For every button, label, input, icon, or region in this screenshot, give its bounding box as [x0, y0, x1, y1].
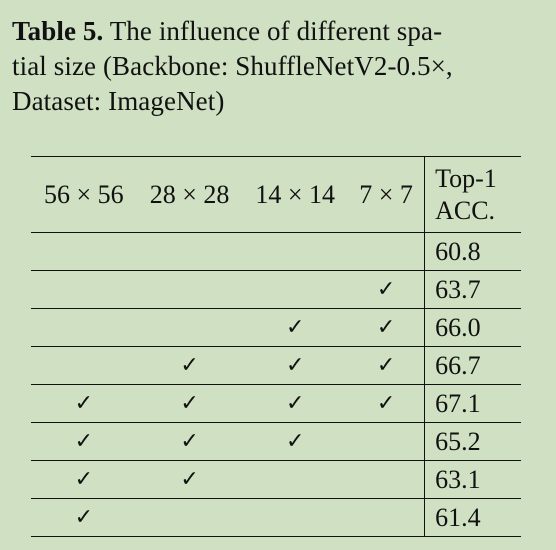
- cell-s56-check: [31, 233, 137, 271]
- cell-s14-check: ✓: [286, 353, 305, 378]
- cell-top1-acc: 60.8: [424, 232, 521, 271]
- header-7x7: 7 × 7: [359, 179, 413, 209]
- header-14x14: 14 × 14: [255, 179, 336, 209]
- table-body: 60.8 ✓ 63.7 ✓ ✓ 66.0 ✓ ✓ ✓ 66.7 ✓ ✓ ✓ ✓ 67.1 ✓ ✓ ✓ 65.2 ✓ ✓ 6…: [31, 232, 521, 537]
- cell-s7-check: ✓: [376, 353, 396, 378]
- cell-s28-check: ✓: [180, 391, 199, 416]
- table-row: ✓ 63.7: [31, 270, 521, 309]
- cell-top1-acc: 66.7: [424, 346, 521, 385]
- cell-top1-acc: 63.7: [424, 270, 521, 309]
- caption-label: Table 5.: [12, 16, 104, 46]
- header-56x56: 56 × 56: [44, 179, 124, 209]
- table-row: ✓ ✓ 66.0: [31, 308, 521, 347]
- cell-top1-acc: 66.0: [424, 308, 521, 347]
- table-row: 60.8: [31, 232, 521, 271]
- table-row: ✓ ✓ ✓ 66.7: [31, 346, 521, 385]
- cell-s56-check: ✓: [74, 429, 94, 454]
- cell-top1-acc: 67.1: [424, 384, 521, 423]
- cell-s28-check: [137, 499, 243, 537]
- cell-s28-check: ✓: [180, 353, 199, 378]
- cell-s7-check: [348, 461, 425, 499]
- cell-s7-check: ✓: [376, 315, 396, 340]
- cell-s56-check: ✓: [74, 467, 94, 492]
- cell-s7-check: [348, 423, 425, 461]
- table-row: ✓ ✓ ✓ ✓ 67.1: [31, 384, 521, 423]
- cell-s56-check: [31, 271, 137, 309]
- table-caption: Table 5. The influence of different spa-…: [12, 14, 548, 119]
- cell-top1-acc: 61.4: [424, 498, 521, 537]
- header-acc-line-1: Top-1: [435, 163, 497, 193]
- cell-s14-check: [242, 499, 348, 537]
- cell-s28-check: ✓: [180, 467, 199, 492]
- results-table: 56 × 56 28 × 28 14 × 14 7 × 7 Top-1 ACC.…: [31, 156, 521, 537]
- table-row: ✓ ✓ 63.1: [31, 460, 521, 499]
- caption-text-1: The influence of different spa-: [103, 16, 443, 46]
- table-row: ✓ ✓ ✓ 65.2: [31, 422, 521, 461]
- cell-top1-acc: 65.2: [424, 422, 521, 461]
- cell-s14-check: ✓: [286, 391, 305, 416]
- cell-s56-check: ✓: [74, 505, 94, 530]
- cell-top1-acc: 63.1: [424, 460, 521, 499]
- cell-s14-check: [242, 461, 348, 499]
- header-acc-line-2: ACC.: [435, 195, 496, 225]
- cell-s56-check: ✓: [74, 391, 94, 416]
- cell-s56-check: [31, 347, 137, 385]
- cell-s14-check: ✓: [286, 429, 305, 454]
- cell-s28-check: [137, 271, 243, 309]
- cell-s7-check: [348, 499, 425, 537]
- cell-s14-check: [242, 233, 348, 271]
- cell-s28-check: ✓: [180, 429, 199, 454]
- cell-s14-check: [242, 271, 348, 309]
- cell-s14-check: ✓: [286, 315, 305, 340]
- caption-line-2: tial size (Backbone: ShuffleNetV2-0.5×,: [12, 51, 453, 81]
- header-28x28: 28 × 28: [149, 179, 230, 209]
- cell-s7-check: ✓: [376, 277, 396, 302]
- cell-s28-check: [137, 309, 243, 347]
- header-row: 56 × 56 28 × 28 14 × 14 7 × 7 Top-1 ACC.: [31, 156, 521, 233]
- caption-line-1: Table 5. The influence of different spa-: [12, 14, 548, 49]
- caption-line-3: Dataset: ImageNet): [12, 86, 225, 116]
- table-row: ✓ 61.4: [31, 498, 521, 537]
- cell-s7-check: ✓: [376, 391, 396, 416]
- cell-s56-check: [31, 309, 137, 347]
- header-top1-acc: Top-1 ACC.: [424, 156, 521, 233]
- cell-s7-check: [348, 233, 425, 271]
- cell-s28-check: [137, 233, 243, 271]
